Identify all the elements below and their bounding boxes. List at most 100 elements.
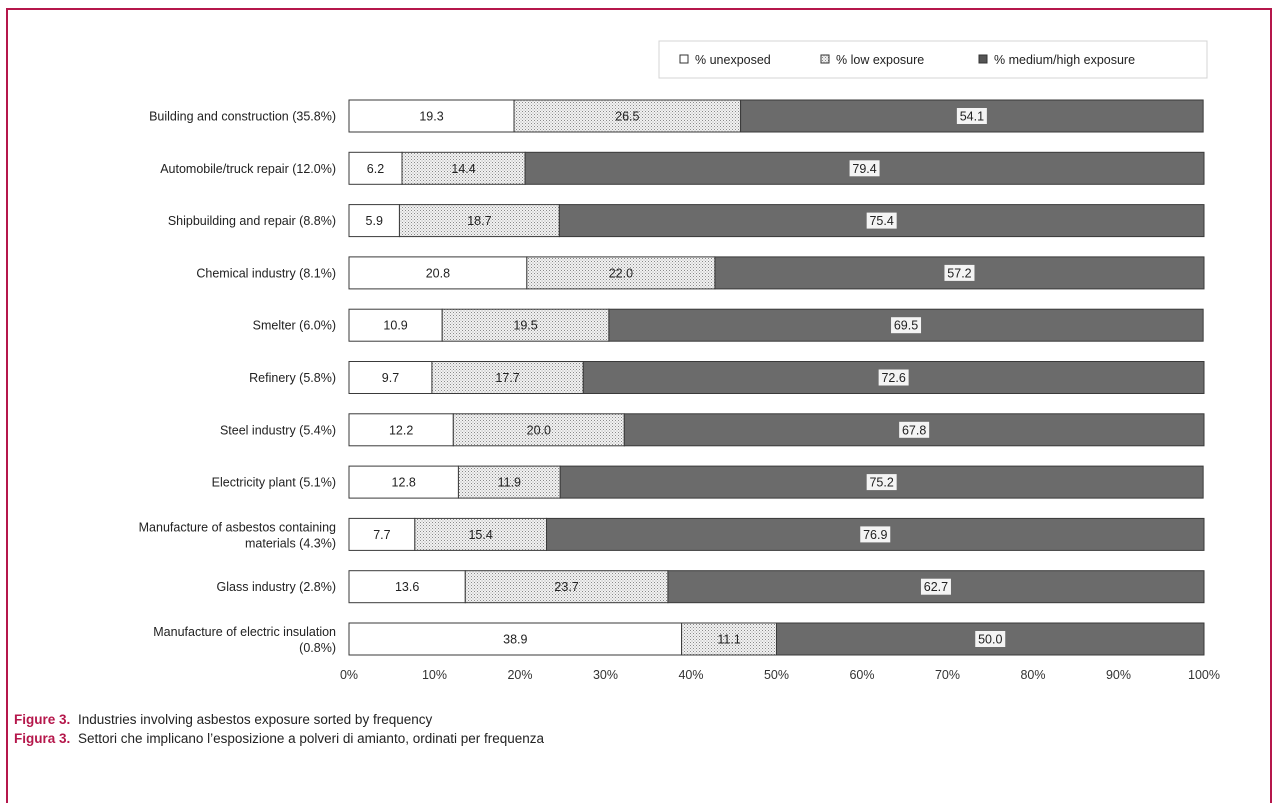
data-label: 12.8 [392,476,416,490]
data-label: 79.4 [852,162,876,176]
legend-box [658,40,1208,79]
data-label: 76.9 [863,528,887,542]
legend-label: % unexposed [695,53,771,67]
legend-label: % medium/high exposure [994,53,1135,67]
data-label: 72.6 [881,371,905,385]
caption-italian: Figura 3. Settori che implicano l’esposi… [14,731,544,746]
category-label: Manufacture of asbestos containing materi… [139,520,336,550]
caption-english: Figure 3. Industries involving asbestos … [14,712,432,727]
category-label: Manufacture of electric insulation (0.8%) [153,625,336,655]
category-label: Shipbuilding and repair (8.8%) [168,214,336,228]
value-label-background [899,421,930,438]
data-label: 15.4 [468,528,492,542]
legend-swatch-low-exposure [820,54,830,64]
figure-frame [6,8,1272,803]
category-label: Refinery (5.8%) [249,371,336,385]
bar-segment-low-exposure [452,413,625,447]
data-label: 69.5 [894,319,918,333]
x-tick-label: 50% [764,668,789,682]
bar-segment-unexposed [348,151,403,185]
value-label-background [866,474,897,491]
bar-segment-unexposed [348,204,400,238]
category-label: Steel industry (5.4%) [220,423,336,437]
x-tick-label: 80% [1020,668,1045,682]
data-label: 19.5 [513,319,537,333]
data-label: 17.7 [495,371,519,385]
legend-swatch-medium-high-exposure [978,54,988,64]
category-label: Smelter (6.0%) [253,319,336,333]
category-label: Automobile/truck repair (12.0%) [160,162,336,176]
value-label-background [866,212,897,229]
bar-segment-unexposed [348,622,683,656]
x-tick-label: 40% [678,668,703,682]
x-tick-label: 70% [935,668,960,682]
data-label: 67.8 [902,423,926,437]
x-tick-label: 90% [1106,668,1131,682]
bar-segment-low-exposure [457,465,561,499]
x-tick-label: 20% [507,668,532,682]
value-label-background [956,108,987,124]
caption-english-label: Figure 3. [14,712,71,727]
bar-segment-unexposed [348,570,466,604]
data-label: 50.0 [978,633,1002,647]
category-label: Glass industry (2.8%) [217,580,336,594]
x-tick-label: 100% [1188,668,1220,682]
bar-segment-low-exposure [526,256,716,290]
bar-segment-unexposed [348,413,454,447]
data-label: 38.9 [503,633,527,647]
bar-segment-unexposed [348,517,416,551]
data-label: 19.3 [419,110,443,124]
caption-english-text: Industries involving asbestos exposure s… [78,712,433,727]
data-label: 75.4 [869,214,893,228]
data-label: 11.9 [498,476,521,490]
bar-segment-unexposed [348,361,433,394]
bar-segment-unexposed [348,256,528,290]
data-label: 10.9 [383,319,407,333]
data-label: 12.2 [389,423,413,437]
data-label: 11.1 [717,633,740,647]
category-label: Chemical industry (8.1%) [196,266,336,280]
x-tick-label: 30% [593,668,618,682]
value-label-background [975,631,1006,647]
data-label: 22.0 [609,266,633,280]
data-label: 7.7 [373,528,390,542]
value-label-background [878,369,909,386]
value-label-background [860,526,891,543]
data-label: 62.7 [924,580,948,594]
x-tick-label: 0% [340,668,358,682]
value-label-background [849,160,880,177]
data-label: 57.2 [947,266,971,280]
category-label: Electricity plant (5.1%) [212,476,336,490]
data-label: 54.1 [960,110,984,124]
data-label: 14.4 [451,162,475,176]
data-label: 6.2 [367,162,384,176]
data-label: 18.7 [467,214,491,228]
bar-segment-low-exposure [414,517,548,551]
bar-segment-low-exposure [431,361,584,394]
bar-segment-low-exposure [401,151,526,185]
bar-segment-low-exposure [681,622,777,656]
data-label: 20.0 [527,423,551,437]
value-label-background [891,317,922,334]
x-tick-label: 60% [849,668,874,682]
bar-segment-low-exposure [513,99,742,133]
bar-segment-low-exposure [398,204,560,238]
category-label: Building and construction (35.8%) [149,110,336,124]
data-label: 23.7 [554,580,578,594]
x-tick-label: 10% [422,668,447,682]
value-label-background [920,578,951,595]
legend-swatch-unexposed [679,54,689,64]
data-label: 26.5 [615,110,639,124]
bar-segment-low-exposure [441,308,610,342]
data-label: 5.9 [366,214,383,228]
data-label: 9.7 [382,371,399,385]
data-label: 13.6 [395,580,419,594]
caption-italian-text: Settori che implicano l’esposizione a po… [78,731,545,746]
data-label: 20.8 [426,266,450,280]
legend-label: % low exposure [836,53,924,67]
bar-segment-unexposed [348,465,459,499]
data-label: 75.2 [869,476,893,490]
caption-italian-label: Figura 3. [14,731,71,746]
value-label-background [944,264,975,281]
